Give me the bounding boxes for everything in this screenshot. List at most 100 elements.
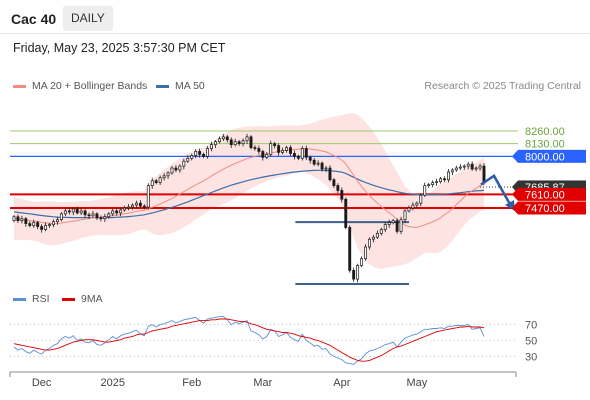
candle-body [28, 223, 32, 226]
candle [462, 164, 466, 170]
candle [312, 157, 316, 166]
candle [32, 219, 36, 228]
candle-body [213, 141, 217, 145]
candle [273, 141, 277, 149]
candle [328, 165, 332, 182]
candle-body [44, 225, 48, 230]
candle [174, 165, 178, 173]
candle-body [379, 229, 383, 234]
candle [360, 256, 364, 268]
candle-body [67, 210, 71, 213]
x-axis-label-feb: Feb [182, 377, 201, 389]
candle [395, 218, 399, 234]
candle-body [206, 148, 209, 157]
candle-body [210, 144, 213, 149]
candle [403, 209, 407, 223]
candle [150, 177, 154, 189]
candle [83, 209, 87, 218]
candle-body [470, 163, 474, 170]
candle [277, 143, 281, 156]
candle [348, 225, 352, 273]
candle [36, 220, 40, 230]
candle [63, 208, 67, 217]
candle [375, 230, 379, 239]
candle-body [24, 218, 28, 224]
candle [194, 149, 198, 159]
candle-body [170, 167, 174, 174]
candle [466, 161, 470, 170]
candle-body [52, 221, 55, 225]
candle-body [12, 216, 16, 222]
candle-body [407, 207, 411, 212]
candle [419, 192, 423, 207]
candle-body [48, 224, 51, 226]
candle-body [356, 265, 360, 280]
legend-label-9ma: 9MA [81, 293, 103, 305]
candle-body [316, 162, 320, 165]
candle [411, 202, 415, 211]
candle [356, 263, 360, 283]
candle [281, 147, 285, 155]
candle-body [454, 167, 458, 171]
candle-body [403, 210, 407, 221]
legend-label-ma50: MA 50 [175, 80, 205, 92]
candle-body [435, 181, 439, 184]
candle-body [308, 156, 312, 161]
candle [131, 203, 134, 210]
candle-body [482, 165, 486, 183]
candle-body [233, 141, 237, 145]
candle-body [221, 136, 225, 140]
candle [75, 206, 79, 215]
candle-body [20, 218, 24, 222]
candle [202, 152, 206, 159]
label-8000: 8000.00 [525, 151, 565, 163]
candle [55, 216, 59, 225]
candle-body [336, 185, 340, 191]
candle [146, 183, 150, 210]
candle-body [225, 136, 229, 141]
candle-body [265, 154, 269, 158]
candle [24, 216, 28, 227]
candle [458, 164, 462, 171]
candle [423, 182, 427, 198]
candle-body [75, 208, 79, 214]
candle [170, 165, 174, 175]
candle [368, 237, 371, 250]
candle-body [285, 147, 288, 151]
candle [107, 212, 111, 219]
candle-body [462, 165, 466, 168]
candle [269, 140, 273, 157]
label-7610-bg [518, 187, 586, 201]
candle [95, 212, 99, 220]
candle-body [411, 204, 415, 209]
candle [190, 153, 194, 161]
datetime-label: Friday, May 23, 2025 3:57:30 PM CET [13, 41, 226, 55]
candle [99, 215, 103, 222]
candle-body [423, 185, 427, 196]
timeframe-tab[interactable]: DAILY [63, 6, 113, 31]
candle [221, 133, 225, 142]
candle [52, 219, 55, 228]
candle [245, 133, 249, 144]
candle-body [237, 141, 241, 145]
legend-ma20: MA 20 + Bollinger Bands [13, 80, 147, 92]
candle-body [40, 226, 44, 230]
candle [249, 135, 253, 150]
candle [379, 227, 383, 236]
candle [241, 138, 245, 147]
candle-body [261, 151, 265, 158]
candle-body [32, 222, 36, 226]
candle [304, 145, 308, 161]
x-axis-label-mar: Mar [253, 377, 272, 389]
candle [67, 208, 71, 215]
candle-body [162, 175, 166, 179]
candle [383, 222, 387, 233]
candle-body [478, 165, 482, 169]
candle [115, 208, 119, 216]
label-7470-bg [518, 201, 586, 215]
label-7470: 7470.00 [525, 203, 565, 215]
candle-body [431, 182, 435, 185]
candle [237, 139, 241, 146]
candle [142, 204, 146, 210]
